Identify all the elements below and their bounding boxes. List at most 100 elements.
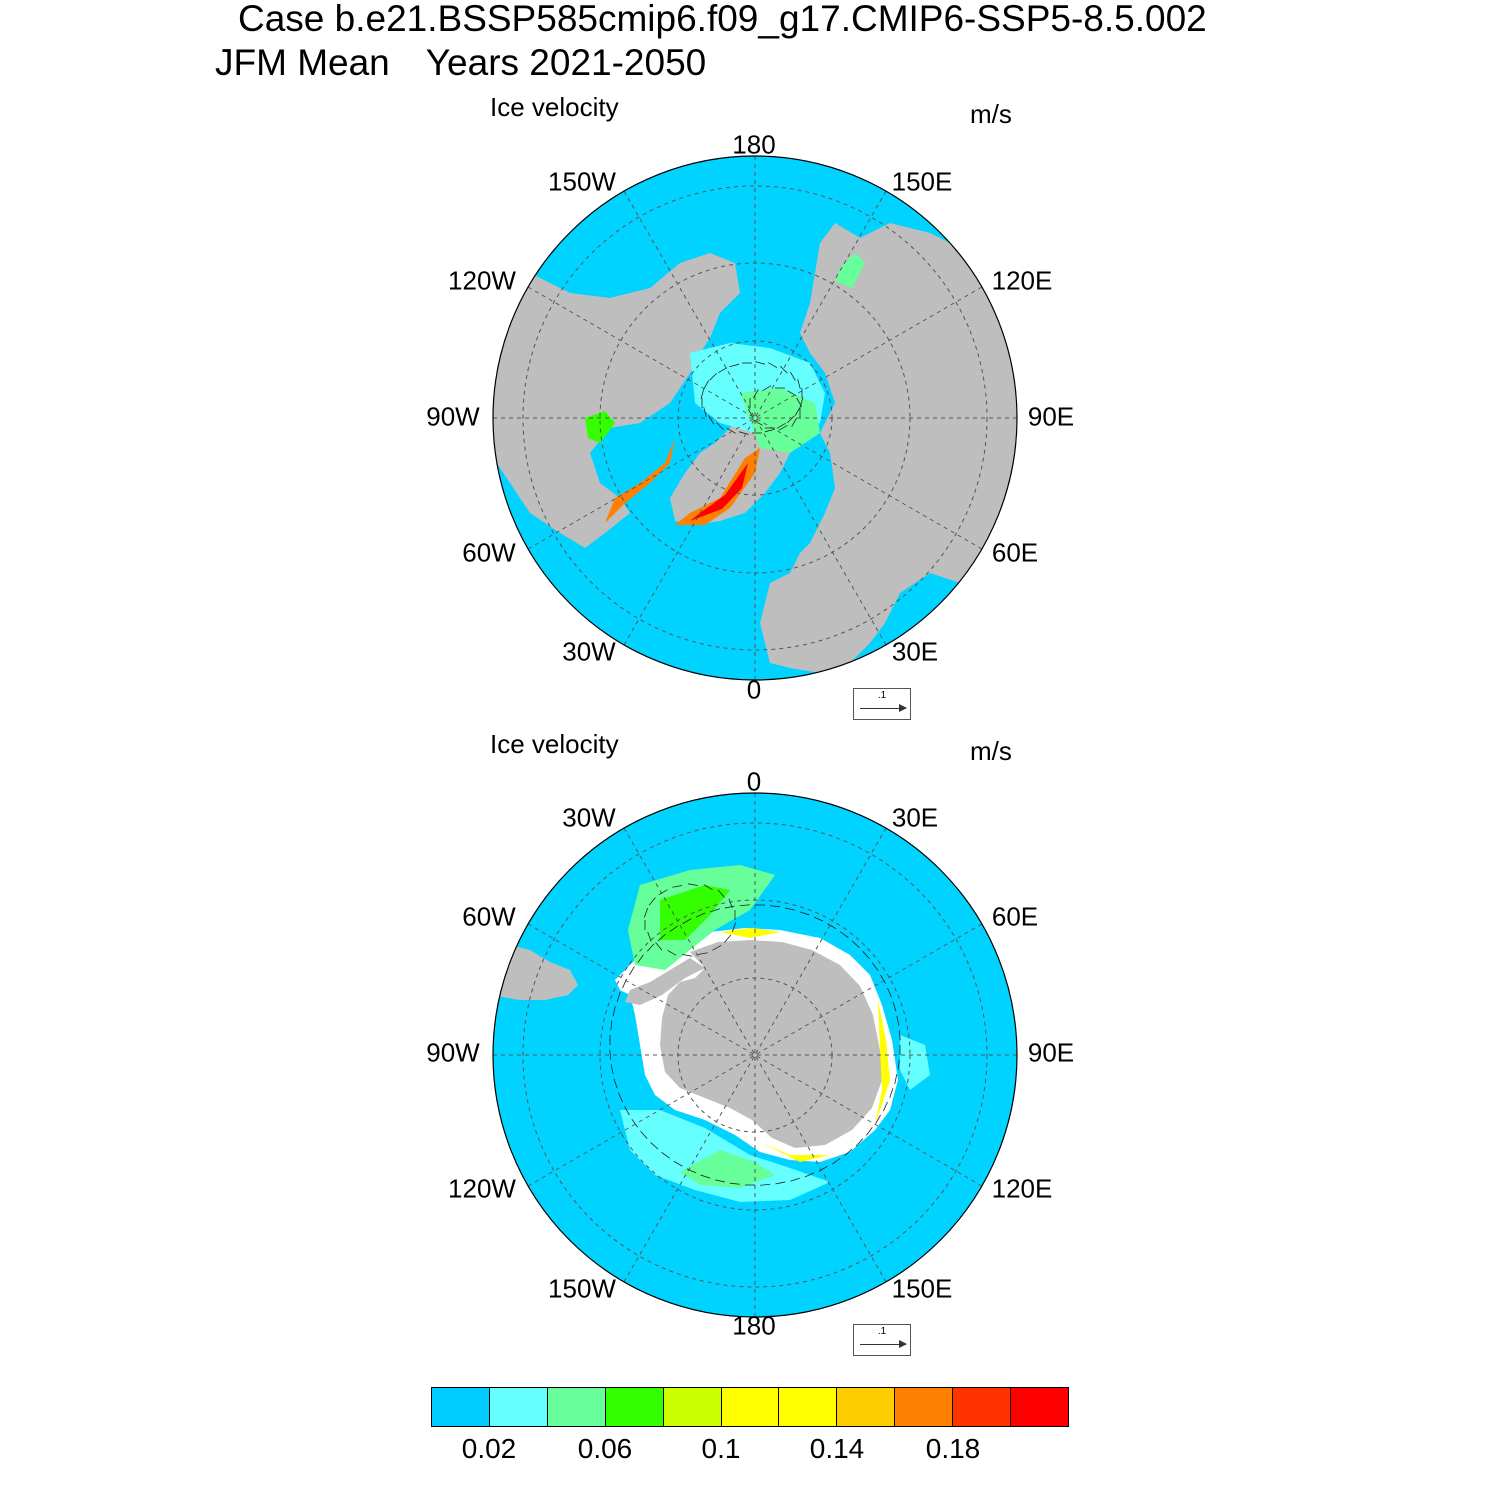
ice-drift-arrow [827,923,837,930]
lon-label: 30E [891,802,939,833]
ice-drift-arrow [697,952,708,955]
ice-drift-arrow [791,417,797,427]
ice-drift-arrow [716,422,724,431]
years-label: Years 2021-2050 [425,42,707,83]
ice-drift-arrow [880,974,886,984]
ice-drift-arrow [655,942,663,951]
ice-drift-arrow [731,922,737,933]
lon-label: 90E [1027,1037,1075,1068]
lon-label: 150E [891,1273,953,1304]
ice-drift-arrow [813,916,824,922]
ice-drift-arrow [738,431,749,435]
south-reference-vector: .1 [853,1324,911,1356]
latitude-circle [522,185,988,651]
ice-drift-arrow [831,1157,841,1165]
ice-drift-arrow [794,406,801,416]
colorbar-swatch [432,1388,490,1426]
ice-drift-arrow [799,911,810,916]
figure-title-case: Case b.e21.BSSP585cmip6.f09_g17.CMIP6-SS… [238,0,1207,39]
ice-drift-arrow [717,889,725,898]
ice-drift-arrow [796,397,802,407]
north-panel-units: m/s [970,99,1012,129]
ice-drift-arrow [669,925,679,933]
lon-label: 150W [548,1273,616,1304]
ice-speed-region [900,1035,930,1090]
ice-drift-arrow [787,415,795,424]
ice-drift-arrow [703,380,710,390]
ice-speed-region [680,1150,775,1188]
ice-drift-arrow [866,1127,873,1136]
colorbar-swatch [779,1388,838,1426]
ice-speed-region [690,463,748,521]
ice-drift-arrow [650,1142,659,1150]
ice-speed-region [720,928,780,938]
ice-drift-arrow [718,367,728,374]
colorbar-swatch [837,1388,896,1426]
lon-label: 60W [462,901,516,932]
ice-drift-arrow [797,379,801,390]
ice-drift-arrow [640,1130,648,1139]
lon-label: 90E [1027,401,1075,432]
ice-drift-arrow [729,363,740,368]
ice-drift-arrow [672,885,683,888]
latitude-circle [522,822,988,1288]
ice-drift-arrow [673,1160,683,1167]
ice-drift-arrow [695,912,706,918]
ice-drift-arrow [897,1059,900,1070]
ice-drift-arrow [789,371,796,381]
ice-drift-arrow [889,1088,894,1098]
colorbar-swatch [1011,1388,1068,1426]
ice-drift-arrow [739,904,750,907]
ice-drift-arrow [624,1106,630,1116]
ice-drift-arrow [643,907,649,918]
ice-drift-arrow [657,933,666,942]
colorbar-tick-label: 0.06 [577,1433,633,1464]
ice-drift-arrow [726,427,736,434]
lon-label: 120E [991,265,1053,296]
ice-drift-arrow [613,1078,618,1089]
colorbar-swatch [895,1388,954,1426]
ice-drift-arrow [760,1183,771,1186]
ice-drift-arrow [892,1001,897,1012]
ice-drift-arrow [610,1020,613,1031]
lon-label: 30E [891,636,939,667]
north-landmass-eurasia [760,223,1017,673]
ice-drift-arrow [871,962,879,972]
ice-drift-arrow [790,1177,800,1182]
ice-drift-arrow [661,1152,671,1159]
ice-drift-arrow [687,883,698,886]
ice-drift-arrow [618,1092,623,1103]
lon-label: 120W [448,265,516,296]
colorbar-tick-label: 0.14 [809,1433,865,1464]
colorbar-swatch [663,1388,722,1426]
ice-drift-arrow [753,389,759,399]
ice-drift-arrow [682,954,693,957]
ice-drift-arrow [844,1148,853,1157]
lon-label: 30W [562,802,616,833]
colorbar-swatch [953,1388,1012,1426]
colorbar-swatch [547,1388,606,1426]
colorbar-swatch [489,1388,548,1426]
colorbar [431,1387,1069,1427]
south-panel-title: Ice velocity [490,729,619,759]
lon-label: 180 [732,1310,776,1341]
ice-drift-arrow [770,905,781,908]
ice-drift-arrow [776,422,786,429]
ice-speed-region [585,411,615,443]
south-landmass-antarctic-peninsula [625,958,705,1005]
ice-drift-arrow [703,884,713,891]
colorbar-swatch [605,1388,664,1426]
colorbar-tick-label: 0.02 [461,1433,517,1464]
ice-drift-arrow [755,361,766,365]
lon-label: 60E [991,901,1039,932]
lon-label: 60W [462,537,516,568]
ice-drift-arrow [616,992,621,1002]
lon-label: 0 [746,766,762,797]
reference-arrow-icon [860,1340,907,1348]
ice-speed-region [605,438,675,523]
ice-drift-arrow [839,931,849,938]
lon-label: 30W [562,636,616,667]
colorbar-tick-label: 0.18 [925,1433,981,1464]
ice-drift-arrow [724,934,732,943]
ice-drift-arrow [682,918,692,925]
